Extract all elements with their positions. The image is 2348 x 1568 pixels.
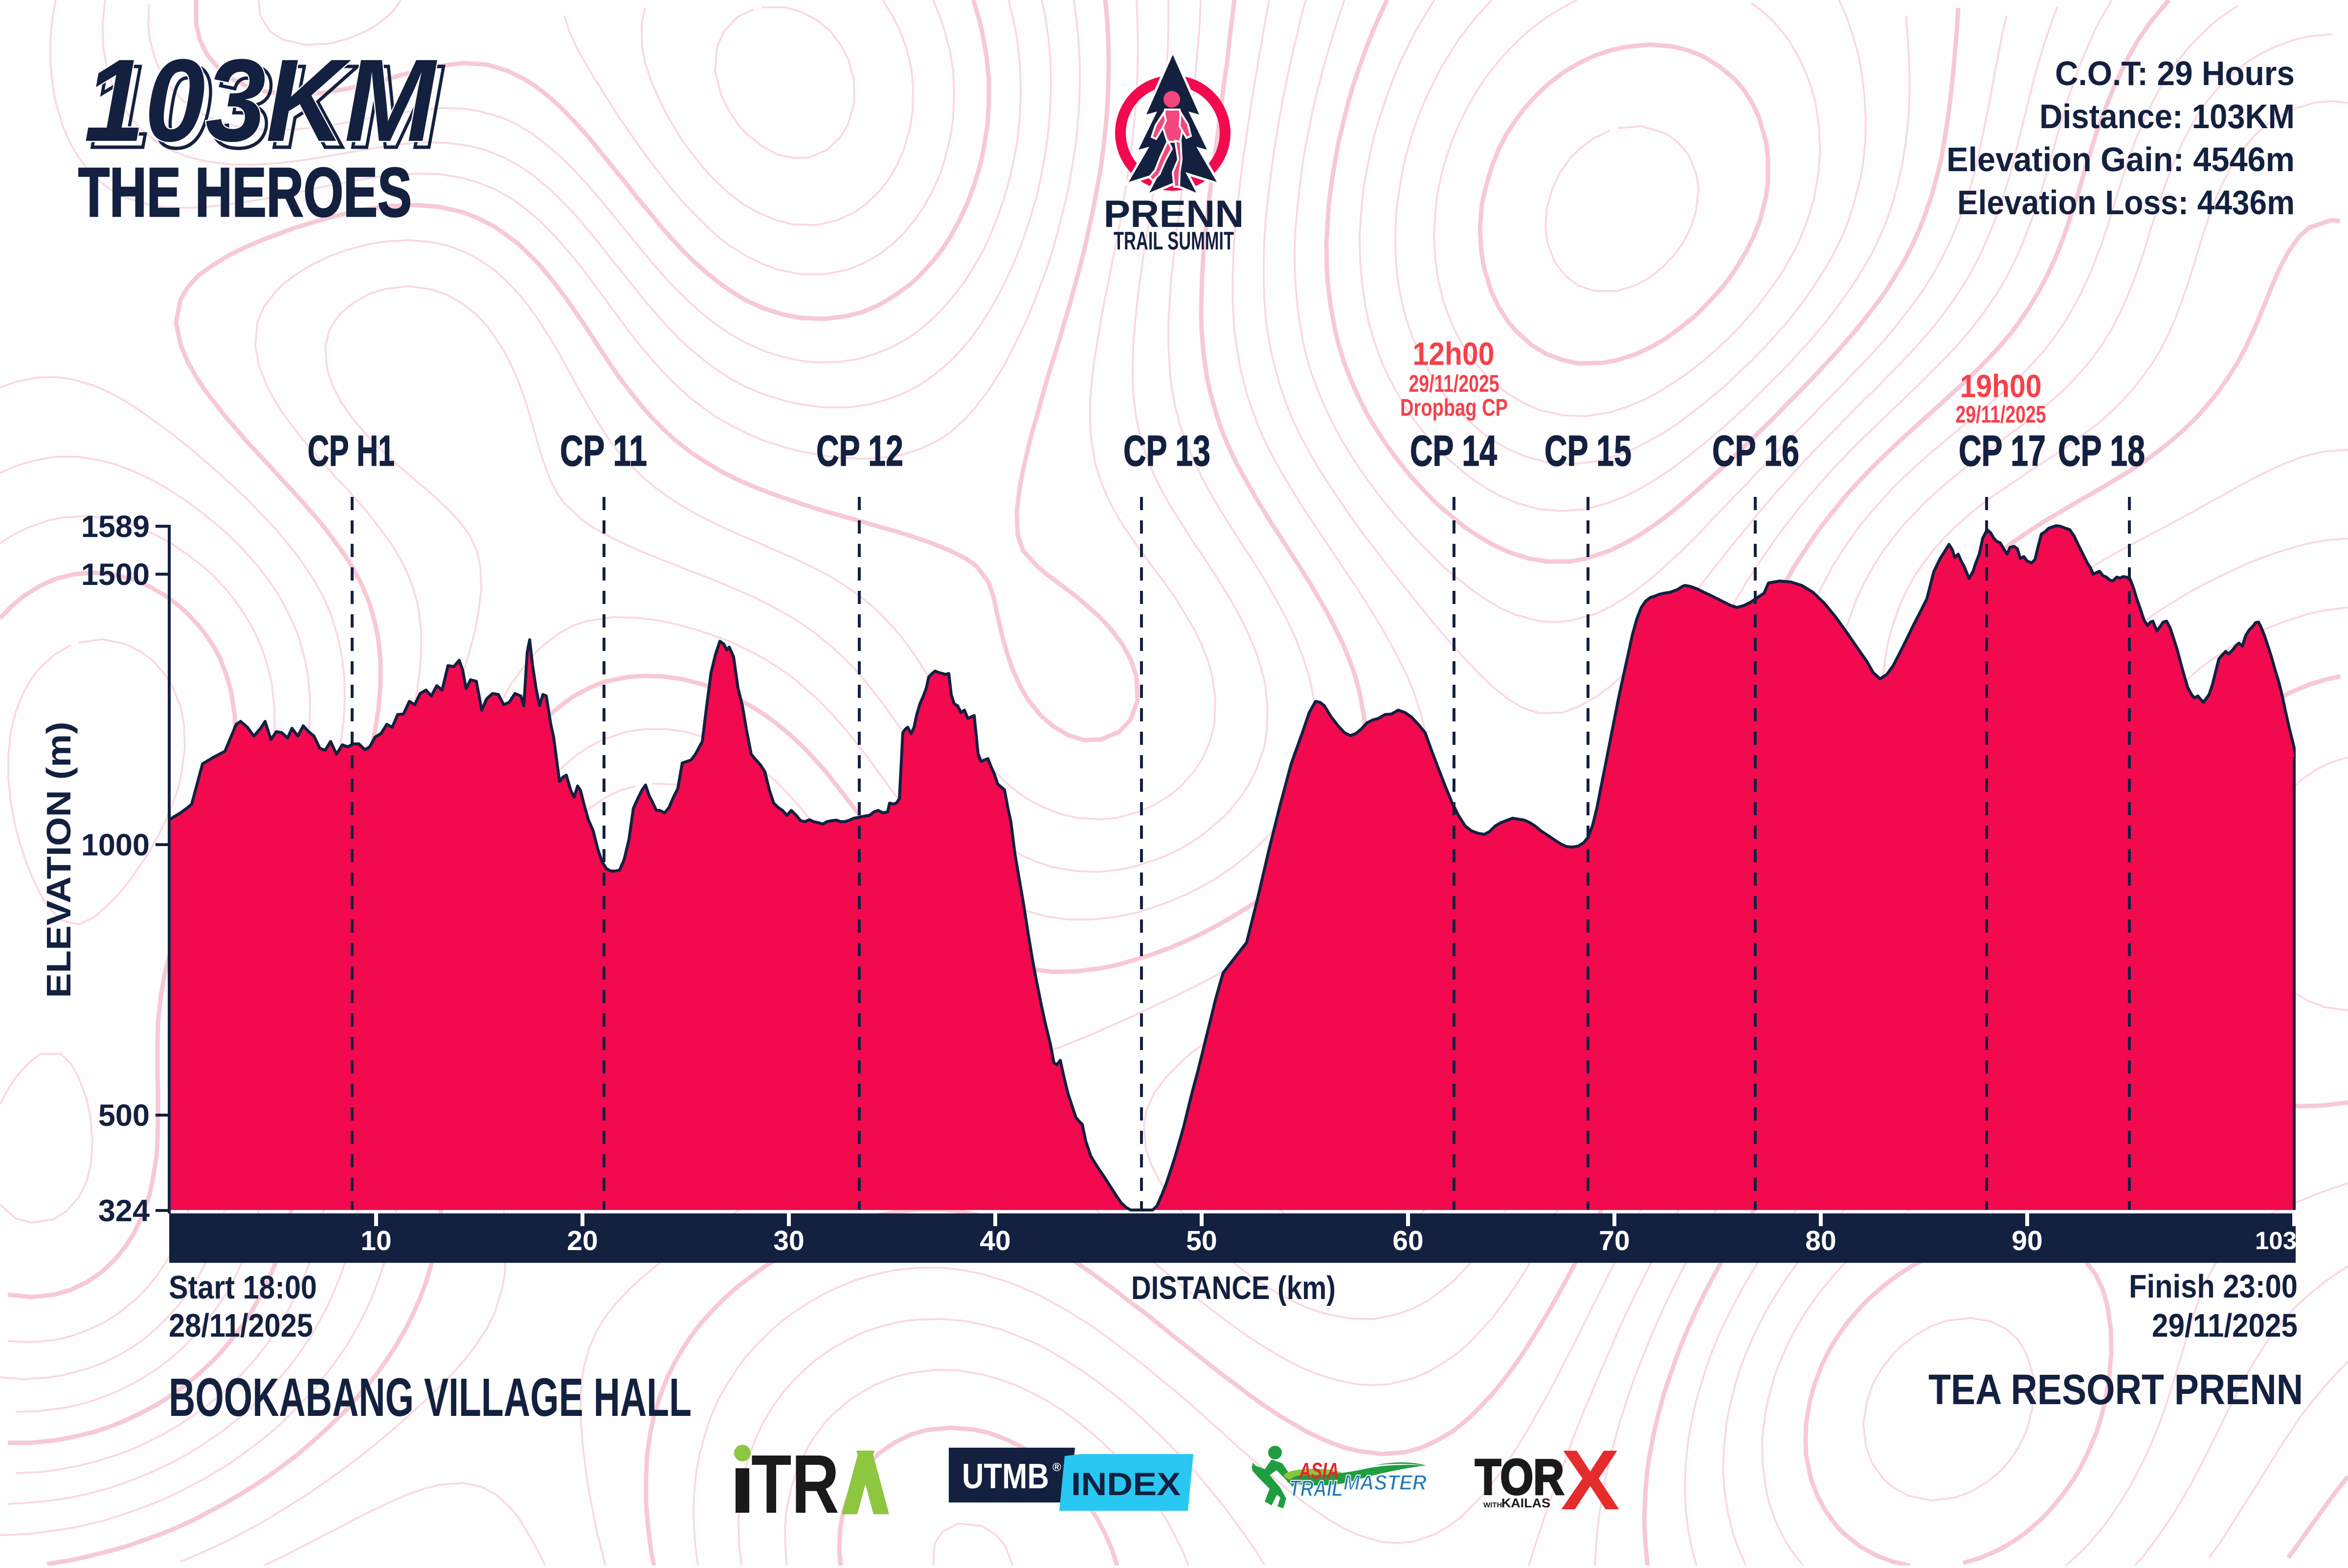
svg-text:TEA RESORT PRENN: TEA RESORT PRENN (1928, 1366, 2303, 1413)
svg-text:CP 14: CP 14 (1410, 426, 1497, 475)
svg-text:CP 16: CP 16 (1712, 426, 1799, 475)
svg-text:TR: TR (751, 1438, 839, 1531)
svg-text:50: 50 (1186, 1225, 1217, 1256)
svg-text:80: 80 (1805, 1225, 1836, 1256)
svg-text:C.O.T: 29 Hours: C.O.T: 29 Hours (2055, 54, 2295, 92)
svg-text:PRENN: PRENN (1104, 192, 1244, 235)
svg-text:CP H1: CP H1 (308, 426, 395, 475)
svg-text:40: 40 (980, 1225, 1010, 1256)
svg-text:MASTER: MASTER (1343, 1471, 1427, 1495)
svg-text:29/11/2025: 29/11/2025 (2152, 1307, 2298, 1344)
svg-text:CP 13: CP 13 (1123, 426, 1210, 475)
svg-text:CP 18: CP 18 (2058, 426, 2145, 475)
svg-text:324: 324 (98, 1194, 150, 1228)
svg-text:103KM: 103KM (84, 35, 438, 166)
svg-text:KAILAS: KAILAS (1501, 1496, 1550, 1510)
svg-text:CP 12: CP 12 (816, 426, 903, 475)
svg-text:70: 70 (1599, 1225, 1630, 1256)
svg-text:®: ® (1052, 1461, 1061, 1474)
svg-text:Finish 23:00: Finish 23:00 (2129, 1268, 2298, 1305)
svg-text:TRAIL SUMMIT: TRAIL SUMMIT (1114, 227, 1234, 255)
svg-text:BOOKABANG VILLAGE HALL: BOOKABANG VILLAGE HALL (169, 1367, 692, 1428)
svg-text:10: 10 (360, 1225, 391, 1256)
svg-text:UTMB: UTMB (962, 1457, 1049, 1496)
svg-text:1500: 1500 (81, 558, 150, 592)
svg-text:CP 17: CP 17 (1959, 426, 2046, 475)
svg-text:30: 30 (773, 1225, 804, 1256)
svg-text:1000: 1000 (81, 828, 150, 862)
svg-text:103KM: 103KM (90, 41, 444, 172)
svg-text:Distance: 103KM: Distance: 103KM (2039, 97, 2295, 135)
svg-text:90: 90 (2012, 1225, 2042, 1256)
svg-text:CP 11: CP 11 (560, 426, 647, 475)
svg-text:29/11/2025: 29/11/2025 (1956, 402, 2046, 428)
svg-text:Elevation Loss: 4436m: Elevation Loss: 4436m (1957, 183, 2295, 222)
svg-text:ASIA: ASIA (1298, 1458, 1339, 1483)
svg-text:19h00: 19h00 (1960, 368, 2042, 404)
svg-text:ELEVATION (m): ELEVATION (m) (40, 722, 78, 998)
svg-text:WITH: WITH (1483, 1501, 1502, 1509)
svg-text:29/11/2025: 29/11/2025 (1409, 371, 1499, 397)
svg-text:CP 15: CP 15 (1544, 426, 1632, 475)
svg-text:28/11/2025: 28/11/2025 (169, 1307, 313, 1344)
svg-text:INDEX: INDEX (1071, 1466, 1181, 1502)
svg-text:Start 18:00: Start 18:00 (169, 1269, 317, 1306)
svg-text:500: 500 (98, 1098, 150, 1133)
svg-text:Dropbag CP: Dropbag CP (1400, 395, 1508, 421)
svg-text:THE HEROES: THE HEROES (78, 154, 412, 231)
svg-text:1589: 1589 (81, 510, 150, 544)
svg-text:20: 20 (567, 1225, 598, 1256)
svg-text:DISTANCE (km): DISTANCE (km) (1131, 1270, 1336, 1306)
svg-text:Elevation Gain: 4546m: Elevation Gain: 4546m (1946, 140, 2295, 179)
svg-text:103: 103 (2255, 1227, 2297, 1254)
svg-text:60: 60 (1392, 1225, 1423, 1256)
svg-text:TOR: TOR (1475, 1449, 1564, 1505)
svg-text:X: X (1561, 1432, 1620, 1527)
svg-text:TRAIL: TRAIL (1289, 1476, 1343, 1501)
svg-text:12h00: 12h00 (1413, 336, 1495, 372)
